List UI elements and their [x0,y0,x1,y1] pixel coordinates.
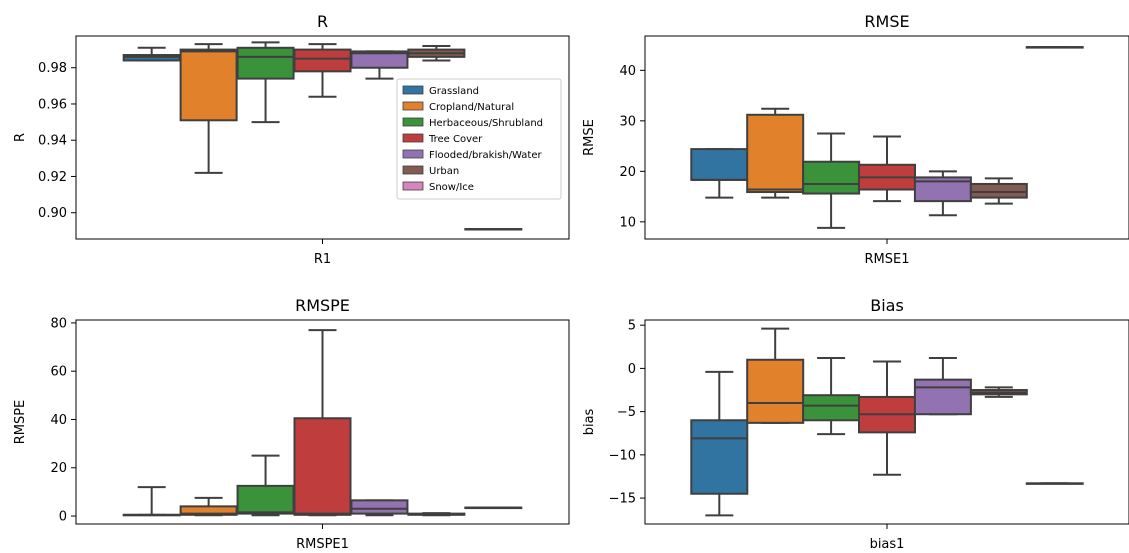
box-cropland-natural [179,43,238,174]
box-iqr [746,113,805,194]
box-herbaceous-shrubland [802,357,861,436]
box-snow-ice [1025,482,1084,485]
chart-title: RMSE [864,12,909,31]
box-flooded-brakish-water [913,170,972,217]
y-tick-label: −15 [609,492,636,507]
y-tick-label: 20 [619,165,636,180]
panel-rmspe: RMSPE RMSPE RMSPE1 0 20 40 60 80 [13,296,570,552]
axes-frame [644,35,1129,240]
y-tick-label: 0.92 [38,170,67,185]
x-axis-label: RMSE1 [865,252,910,267]
box-iqr [236,484,295,515]
y-tick-label: 0 [628,362,636,377]
box-herbaceous-shrubland [236,454,295,517]
legend-label: Tree Cover [428,134,483,145]
y-tick-label: 0.98 [38,61,67,76]
box-flooded-brakish-water [350,50,409,80]
panel-rmse: RMSE RMSE RMSE1 10 20 30 40 [582,12,1129,267]
box-grassland [122,46,181,62]
box-flooded-brakish-water [350,499,409,517]
y-axis-label: RMSPE [13,400,28,445]
box-cropland-natural [746,327,805,424]
y-tick-label: 5 [628,319,636,334]
box-tree-cover [293,43,352,98]
box-grassland [690,148,749,199]
y-tick-label: 0.94 [38,134,67,149]
box-grassland [122,486,181,517]
y-tick-label: −5 [617,405,636,420]
box-iqr [746,358,805,424]
box-grassland [690,370,749,517]
legend-swatch [402,181,424,191]
box-iqr [913,378,972,416]
legend-label: Cropland/Natural [429,102,514,113]
legend-swatch [402,133,424,143]
legend-label: Grassland [429,86,479,97]
box-iqr [690,419,749,495]
axes-frame [75,35,570,240]
y-tick-label: 40 [619,64,636,79]
x-axis-label: RMSPE1 [296,537,349,552]
legend-label: Herbaceous/Shrubland [429,118,543,129]
box-urban [969,177,1028,205]
legend-label: Snow/Ice [429,182,474,193]
box-snow-ice [464,506,523,510]
y-tick-label: −10 [609,448,636,463]
box-snow-ice [464,228,523,231]
box-cropland-natural [746,107,805,199]
axes-frame [644,319,1129,525]
y-tick-label: 0.96 [38,97,67,112]
y-axis-label: RMSE [582,119,597,156]
box-tree-cover [858,135,916,203]
legend-label: Urban [429,166,459,177]
legend-swatch [402,149,424,159]
y-tick-label: 60 [50,365,67,380]
y-tick-label: 20 [50,461,67,476]
box-urban [407,512,466,517]
y-tick-label: 40 [50,413,67,428]
box-herbaceous-shrubland [802,132,861,229]
y-tick-label: 80 [50,316,67,331]
box-iqr [802,160,861,195]
legend-label: Flooded/brakish/Water [429,150,543,161]
legend-swatch [402,101,424,111]
y-tick-label: 30 [619,114,636,129]
y-tick-label: 0.90 [38,206,67,221]
chart-title: R [317,12,328,31]
box-iqr [350,499,409,515]
chart-title: Bias [870,296,904,315]
panel-r: R R R1 0.90 0.92 0.94 0.96 0.98 [13,12,570,267]
axes-frame [75,319,570,525]
box-iqr [350,50,409,69]
box-tree-cover [293,329,352,517]
box-iqr [293,417,352,516]
y-tick-label: 10 [619,215,636,230]
legend-swatch [402,165,424,175]
box-tree-cover [858,360,916,476]
box-cropland-natural [179,496,238,517]
legend-swatch [402,85,424,95]
box-iqr [969,182,1028,199]
box-iqr [690,148,749,181]
box-iqr [802,394,861,422]
box-iqr [179,48,238,122]
chart-title: RMSPE [295,296,350,315]
legend: Grassland Cropland/Natural Herbaceous/Shru… [396,78,562,200]
legend-swatch [402,117,424,127]
y-tick-label: 0 [59,510,67,525]
y-axis-label: R [13,133,28,142]
panel-bias: Bias bias bias1 −15 −10 −5 0 5 [582,296,1129,552]
box-iqr [293,48,352,73]
box-urban [407,44,466,62]
box-snow-ice [1025,46,1084,49]
y-axis-label: bias [582,408,597,435]
box-flooded-brakish-water [913,357,972,416]
box-iqr [236,46,295,80]
x-axis-label: R1 [314,252,331,267]
x-axis-label: bias1 [870,537,905,552]
legend-frame [396,78,562,200]
box-urban [969,386,1028,398]
box-herbaceous-shrubland [236,41,295,124]
